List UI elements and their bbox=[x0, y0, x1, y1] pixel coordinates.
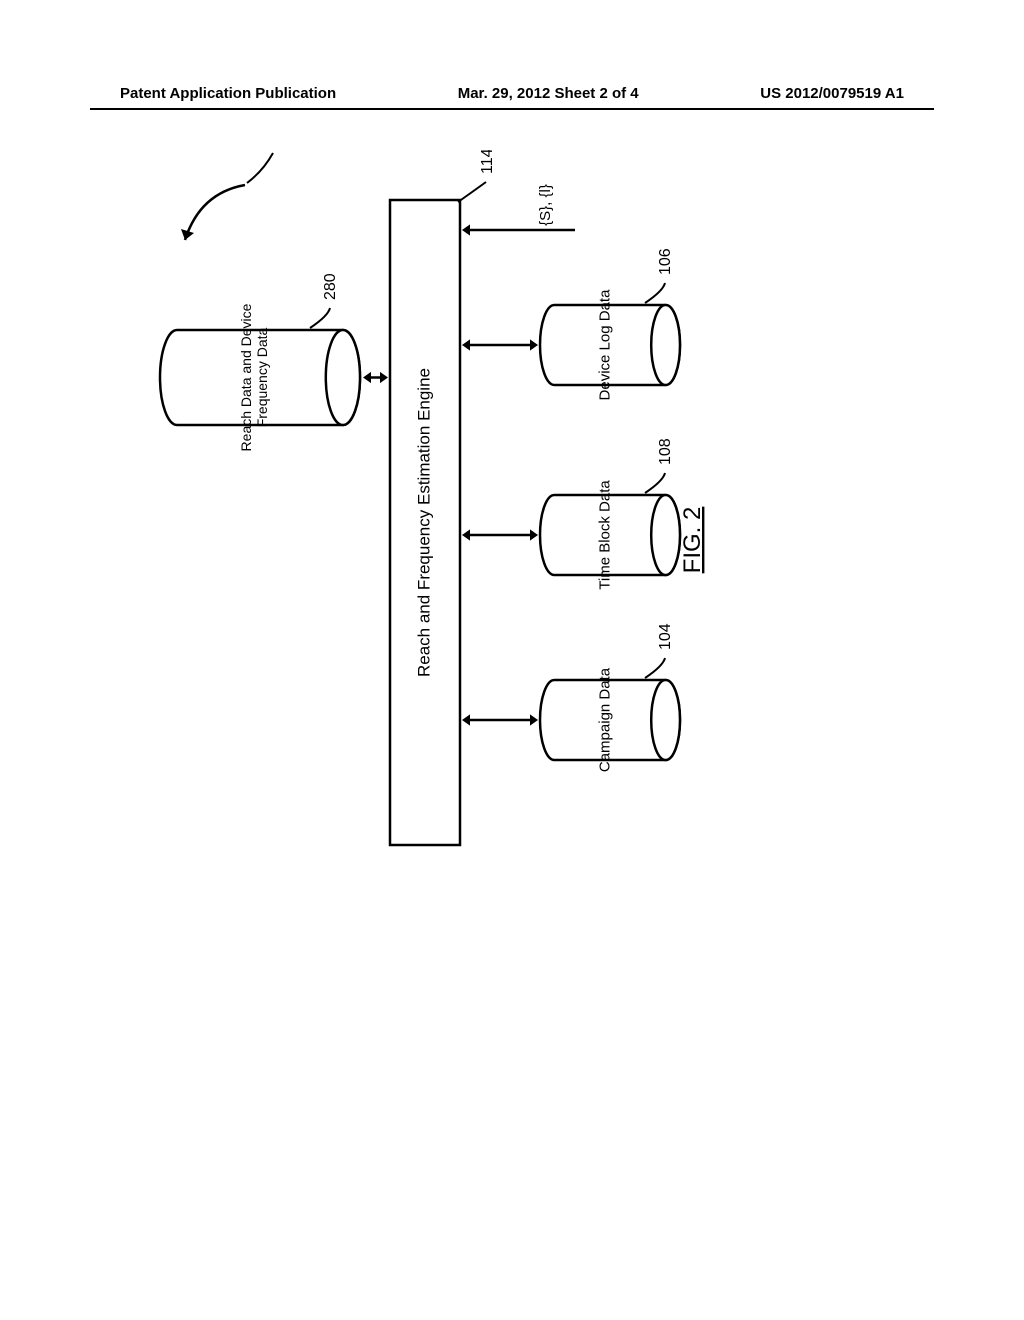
svg-text:FIG. 2: FIG. 2 bbox=[679, 507, 706, 574]
svg-text:Time Block Data: Time Block Data bbox=[597, 480, 614, 590]
svg-text:108: 108 bbox=[657, 438, 674, 465]
diagram-svg: Reach and Frequency Estimation Engine 114… bbox=[130, 150, 850, 1150]
svg-text:{S}, {l}: {S}, {l} bbox=[537, 184, 554, 226]
header-center: Mar. 29, 2012 Sheet 2 of 4 bbox=[458, 85, 639, 102]
svg-text:Device Log Data: Device Log Data bbox=[597, 289, 614, 401]
header-right: US 2012/0079519 A1 bbox=[760, 85, 904, 102]
svg-text:106: 106 bbox=[657, 248, 674, 275]
svg-text:280: 280 bbox=[322, 273, 339, 300]
svg-text:Campaign Data: Campaign Data bbox=[597, 667, 614, 772]
svg-text:Reach and Frequency Estimation: Reach and Frequency Estimation Engine bbox=[414, 368, 433, 677]
svg-text:114: 114 bbox=[479, 150, 496, 174]
header-rule bbox=[90, 108, 934, 110]
svg-text:104: 104 bbox=[657, 623, 674, 650]
header-left: Patent Application Publication bbox=[120, 85, 336, 102]
svg-text:Reach Data and DeviceFrequency: Reach Data and DeviceFrequency Data bbox=[238, 303, 270, 451]
diagram: Reach and Frequency Estimation Engine 114… bbox=[130, 150, 850, 1150]
